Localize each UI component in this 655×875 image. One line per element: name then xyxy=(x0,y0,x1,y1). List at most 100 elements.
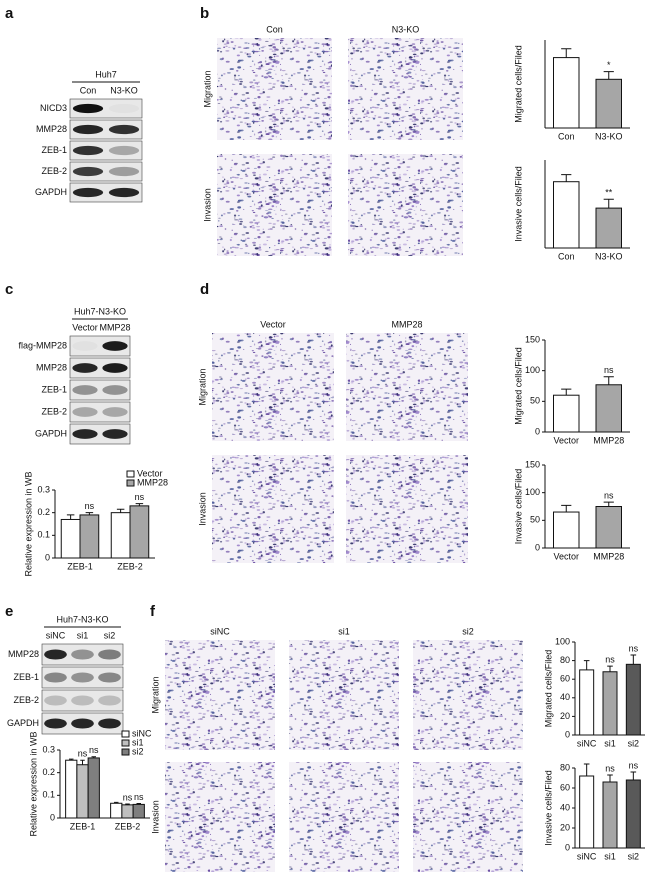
lane-label: siNC xyxy=(46,630,66,640)
blot-row-label: GAPDH xyxy=(35,428,67,438)
significance: ns xyxy=(123,792,133,802)
y-tick-label: 60 xyxy=(560,674,570,684)
significance: ns xyxy=(89,745,99,755)
y-axis-label: Relative expression in WB xyxy=(23,471,33,576)
bar xyxy=(625,663,641,736)
bar xyxy=(595,78,622,129)
error-bar xyxy=(91,756,96,758)
error-bar xyxy=(69,758,74,761)
blot-band xyxy=(72,407,98,417)
blot-band xyxy=(72,166,104,177)
error-bar xyxy=(603,376,614,385)
bar xyxy=(129,505,150,559)
y-tick-label: 0.1 xyxy=(37,530,50,540)
x-tick-label: siNC xyxy=(577,851,597,861)
significance: ns xyxy=(605,763,615,773)
blot-row-label: MMP28 xyxy=(36,124,67,134)
blot-band xyxy=(71,718,94,729)
y-axis-label: Invasive cells/Filed xyxy=(513,469,523,545)
y-tick-label: 40 xyxy=(560,802,570,812)
error-bar xyxy=(66,514,75,520)
micrograph xyxy=(348,154,463,256)
blot-band xyxy=(72,124,104,135)
blot-band xyxy=(44,718,67,729)
panel-label: e xyxy=(5,603,13,620)
lane-label: MMP28 xyxy=(99,322,130,332)
blot-strip xyxy=(69,335,131,357)
y-tick-label: 80 xyxy=(560,762,570,772)
significance: ns xyxy=(605,655,615,665)
micrograph-row-label: Invasion xyxy=(150,800,160,834)
y-tick-label: 50 xyxy=(530,396,540,406)
error-bar xyxy=(85,512,94,515)
micrograph-column-label: MMP28 xyxy=(391,319,422,329)
x-tick-label: Vector xyxy=(553,551,579,561)
x-tick-label: si2 xyxy=(628,738,640,748)
error-bar xyxy=(135,503,144,506)
blot-row-label: ZEB-1 xyxy=(41,145,67,155)
micrograph-column-label: si2 xyxy=(462,626,474,636)
blot-band xyxy=(108,166,140,177)
legend-label: Vector xyxy=(137,468,163,478)
legend-swatch xyxy=(121,748,130,756)
y-axis-label: Migrated cells/Filed xyxy=(513,45,523,123)
blot-band xyxy=(98,695,121,706)
micrograph-row-label: Invasion xyxy=(202,188,212,222)
x-tick-label: Con xyxy=(558,131,575,141)
lane-label: si1 xyxy=(77,630,89,640)
micrograph xyxy=(346,333,468,441)
legend-swatch xyxy=(121,739,130,747)
blot-band xyxy=(72,341,97,351)
bar xyxy=(553,394,580,433)
blot-band xyxy=(72,187,104,198)
micrograph xyxy=(212,333,334,441)
error-bar xyxy=(561,388,572,396)
blot-row-label: GAPDH xyxy=(7,718,39,728)
blot-row-label: ZEB-2 xyxy=(41,166,67,176)
significance: ns xyxy=(78,749,88,759)
y-tick-label: 60 xyxy=(560,782,570,792)
y-tick-label: 150 xyxy=(525,459,540,469)
blot-row-label: ZEB-2 xyxy=(41,406,67,416)
blot-group: Huh7 xyxy=(95,69,117,79)
micrograph xyxy=(289,762,399,872)
blot-band xyxy=(108,124,140,135)
blot-group: Huh7-N3-KO xyxy=(74,306,126,316)
blot-band xyxy=(72,103,104,114)
significance: ns xyxy=(135,492,145,502)
y-tick-label: 20 xyxy=(560,822,570,832)
blot-band xyxy=(71,695,94,706)
error-bar xyxy=(583,660,590,670)
micrograph xyxy=(217,154,332,256)
micrograph xyxy=(346,455,468,563)
significance: ns xyxy=(85,501,95,511)
significance: ns xyxy=(134,792,144,802)
y-tick-label: 20 xyxy=(560,711,570,721)
bar xyxy=(121,804,134,819)
panel-label: f xyxy=(150,603,156,620)
x-tick-label: ZEB-1 xyxy=(67,561,93,571)
legend-label: MMP28 xyxy=(137,477,168,487)
error-bar xyxy=(630,771,637,780)
micrograph-row-label: Invasion xyxy=(197,492,207,526)
blot-band xyxy=(44,649,67,660)
blot-band xyxy=(102,429,128,439)
error-bar xyxy=(603,198,614,209)
y-tick-label: 0 xyxy=(45,552,50,562)
legend-label: siNC xyxy=(132,728,152,738)
blot-strip xyxy=(69,401,131,423)
y-tick-label: 0.2 xyxy=(37,507,50,517)
blot-band xyxy=(72,363,98,373)
error-bar xyxy=(561,48,572,58)
blot-row-label: ZEB-1 xyxy=(13,672,39,682)
legend-label: si2 xyxy=(132,746,144,756)
micrograph xyxy=(289,640,399,750)
x-tick-label: Vector xyxy=(553,435,579,445)
y-axis-label: Invasive cells/Filed xyxy=(513,166,523,242)
error-bar xyxy=(630,654,637,665)
blot-band xyxy=(72,385,98,395)
bar xyxy=(595,384,622,433)
blot-band xyxy=(108,187,140,198)
micrograph-column-label: Con xyxy=(266,24,283,34)
blot-band xyxy=(44,672,67,683)
